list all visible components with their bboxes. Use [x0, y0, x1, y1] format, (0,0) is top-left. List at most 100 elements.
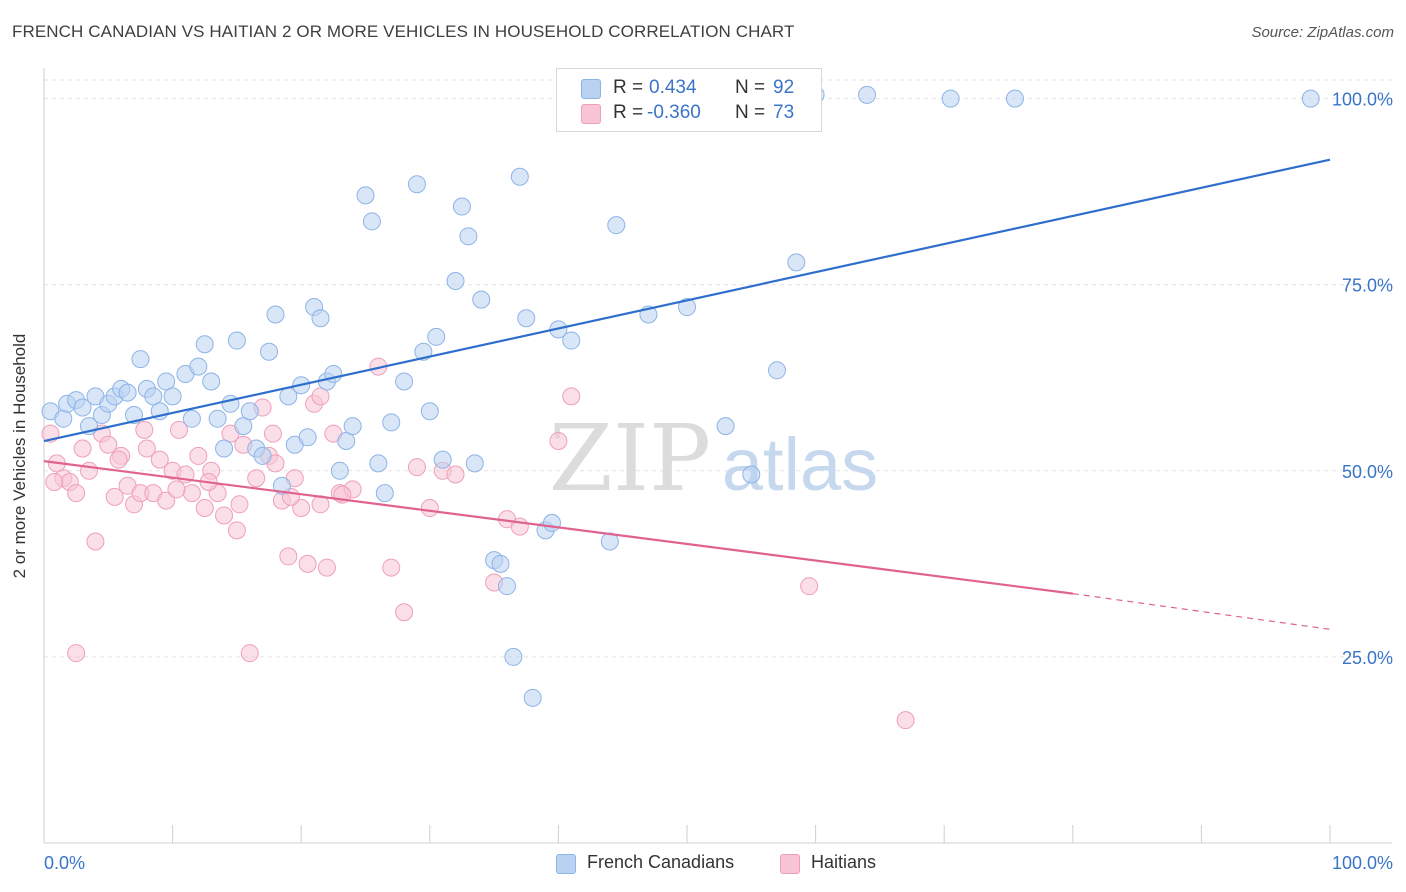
haitians-point: [150, 450, 169, 469]
french-canadians-point: [446, 271, 465, 290]
french-canadians-point: [941, 89, 960, 108]
french-canadians-point: [369, 454, 388, 473]
haitians-point: [247, 469, 266, 488]
haitians-point: [896, 711, 915, 730]
french-canadians-point: [510, 167, 529, 186]
n-value: 92: [773, 77, 795, 98]
french-canadians-point: [768, 361, 787, 380]
french-canadians-point: [266, 305, 285, 324]
n-value: 73: [773, 102, 795, 123]
french-canadians-point: [260, 342, 279, 361]
french-canadians-point: [562, 331, 581, 350]
french-canadians-point: [73, 398, 92, 417]
french-canadians-point: [54, 409, 73, 428]
haitians-point: [170, 420, 189, 439]
french-canadians-point: [182, 409, 201, 428]
french-canadians-point: [208, 409, 227, 428]
watermark-atlas: atlas: [722, 423, 878, 506]
watermark: ZIP atlas: [549, 405, 878, 512]
french-canadians-point: [523, 688, 542, 707]
y-tick-label: 75.0%: [1342, 276, 1393, 296]
r-value: 0.434: [649, 77, 697, 98]
haitians-point: [279, 547, 298, 566]
y-tick-label: 50.0%: [1342, 462, 1393, 482]
haitians-point: [73, 439, 92, 458]
haitians-point: [182, 484, 201, 503]
haitians-point: [382, 558, 401, 577]
french-canadians-point: [157, 372, 176, 391]
x-tick-label-min: 0.0%: [44, 853, 85, 873]
n-label: N =: [735, 77, 766, 98]
blue-swatch: [581, 79, 601, 99]
haitians-point: [67, 484, 86, 503]
french-canadians-point: [607, 216, 626, 235]
haitians-point: [99, 435, 118, 454]
french-canadians-point: [858, 85, 877, 104]
french-canadians-trend-line: [43, 158, 1331, 443]
haitians-point: [549, 432, 568, 451]
french-canadians-point: [472, 290, 491, 309]
french-canadians-point: [227, 331, 246, 350]
french-canadians-point: [131, 350, 150, 369]
french-canadians-point: [240, 402, 259, 421]
french-canadians-point: [337, 432, 356, 451]
haitians-point: [292, 499, 311, 518]
y-axis-label: 2 or more Vehicles in Household: [10, 333, 29, 579]
french-canadians-point: [202, 372, 221, 391]
french-canadians-point: [189, 357, 208, 376]
n-label: N =: [735, 102, 766, 123]
haitians-point: [311, 387, 330, 406]
haitians-point: [67, 644, 86, 663]
french-canadians-point: [504, 647, 523, 666]
french-canadians-point: [144, 387, 163, 406]
haitians-point: [45, 472, 64, 491]
axes: [43, 68, 1392, 844]
french-canadians-point: [272, 476, 291, 495]
french-canadians-points: [41, 85, 1320, 707]
haitians-point: [317, 558, 336, 577]
french-canadians-point: [253, 446, 272, 465]
french-canadians-point: [1005, 89, 1024, 108]
watermark-zip: ZIP: [549, 405, 711, 512]
french-canadians-point: [433, 450, 452, 469]
french-canadians-point: [382, 413, 401, 432]
french-canadians-point: [787, 253, 806, 272]
haitians-point: [395, 603, 414, 622]
french-canadians-point: [452, 197, 471, 216]
trend-lines: [43, 158, 1331, 630]
french-canadians-point: [459, 227, 478, 246]
haitians-point: [195, 499, 214, 518]
french-canadians-point: [1301, 89, 1320, 108]
haitians-point: [215, 506, 234, 525]
stats-row-haitians: R = -0.360 N = 73: [557, 102, 821, 128]
french-canadians-point: [195, 335, 214, 354]
french-canadians-point: [125, 405, 144, 424]
french-canadians-point: [298, 428, 317, 447]
haitians-point: [227, 521, 246, 540]
haitians-point: [109, 450, 128, 469]
chart-title: FRENCH CANADIAN VS HAITIAN 2 OR MORE VEH…: [12, 22, 795, 41]
x-tick-label-max: 100.0%: [1332, 853, 1393, 873]
haitians-point: [80, 461, 99, 480]
french-canadians-point: [330, 461, 349, 480]
source-label: Source: ZipAtlas.com: [1251, 24, 1394, 41]
haitians-point: [137, 439, 156, 458]
haitians-point: [167, 480, 186, 499]
haitians-point: [230, 495, 249, 514]
haitians-point: [135, 420, 154, 439]
r-value: -0.360: [647, 102, 701, 123]
haitians-point: [800, 577, 819, 596]
french-canadians-point: [542, 513, 561, 532]
french-canadians-point: [163, 387, 182, 406]
legend-label: French Canadians: [587, 852, 735, 872]
french-canadians-point: [375, 484, 394, 503]
french-canadians-point: [678, 298, 696, 317]
grid: [44, 79, 1392, 658]
r-label: R =: [613, 77, 644, 98]
haitians-point: [157, 491, 176, 510]
french-canadians-point: [517, 309, 536, 328]
haitians-trend-line: [43, 460, 1073, 595]
pink-swatch: [780, 854, 800, 874]
french-canadians-point: [497, 577, 516, 596]
